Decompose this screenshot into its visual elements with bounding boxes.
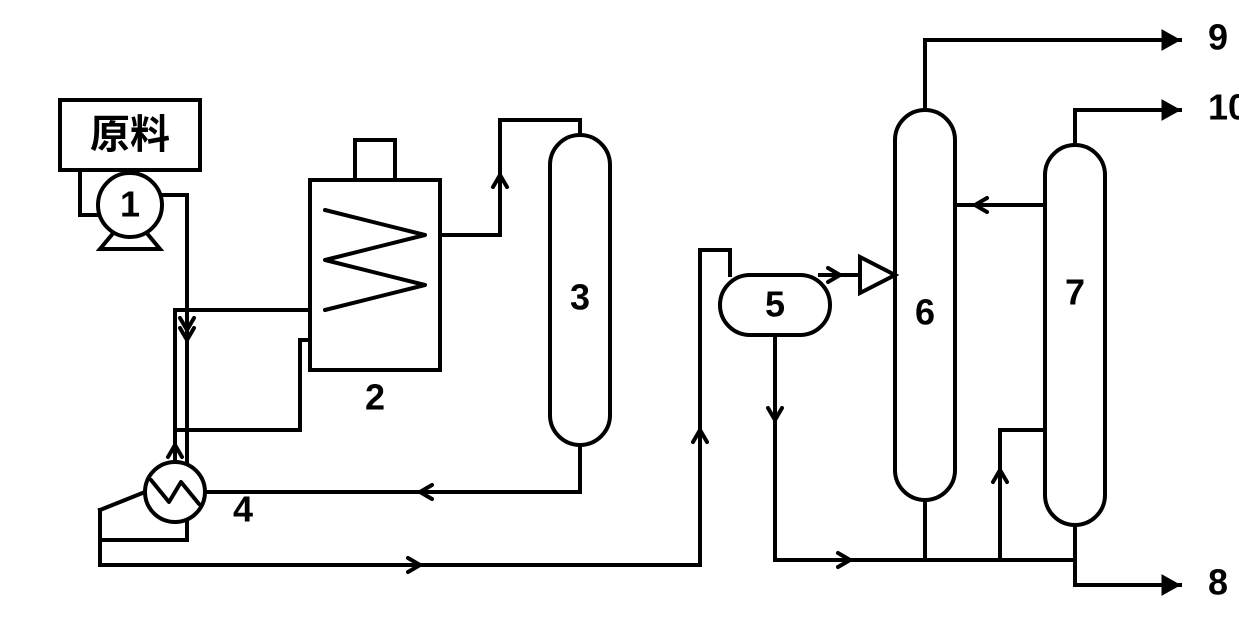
feed-label: 原料	[90, 102, 170, 160]
label-10: 10	[1208, 87, 1239, 128]
label-5: 5	[765, 284, 785, 325]
label-3: 3	[570, 277, 590, 318]
label-1: 1	[120, 184, 140, 225]
label-8: 8	[1208, 562, 1228, 603]
column-7	[1045, 145, 1105, 525]
label-9: 9	[1208, 17, 1228, 58]
label-6: 6	[915, 292, 935, 333]
feed-nozzle	[860, 257, 895, 293]
label-7: 7	[1065, 272, 1085, 313]
label-2: 2	[365, 377, 385, 418]
label-4: 4	[233, 489, 253, 530]
